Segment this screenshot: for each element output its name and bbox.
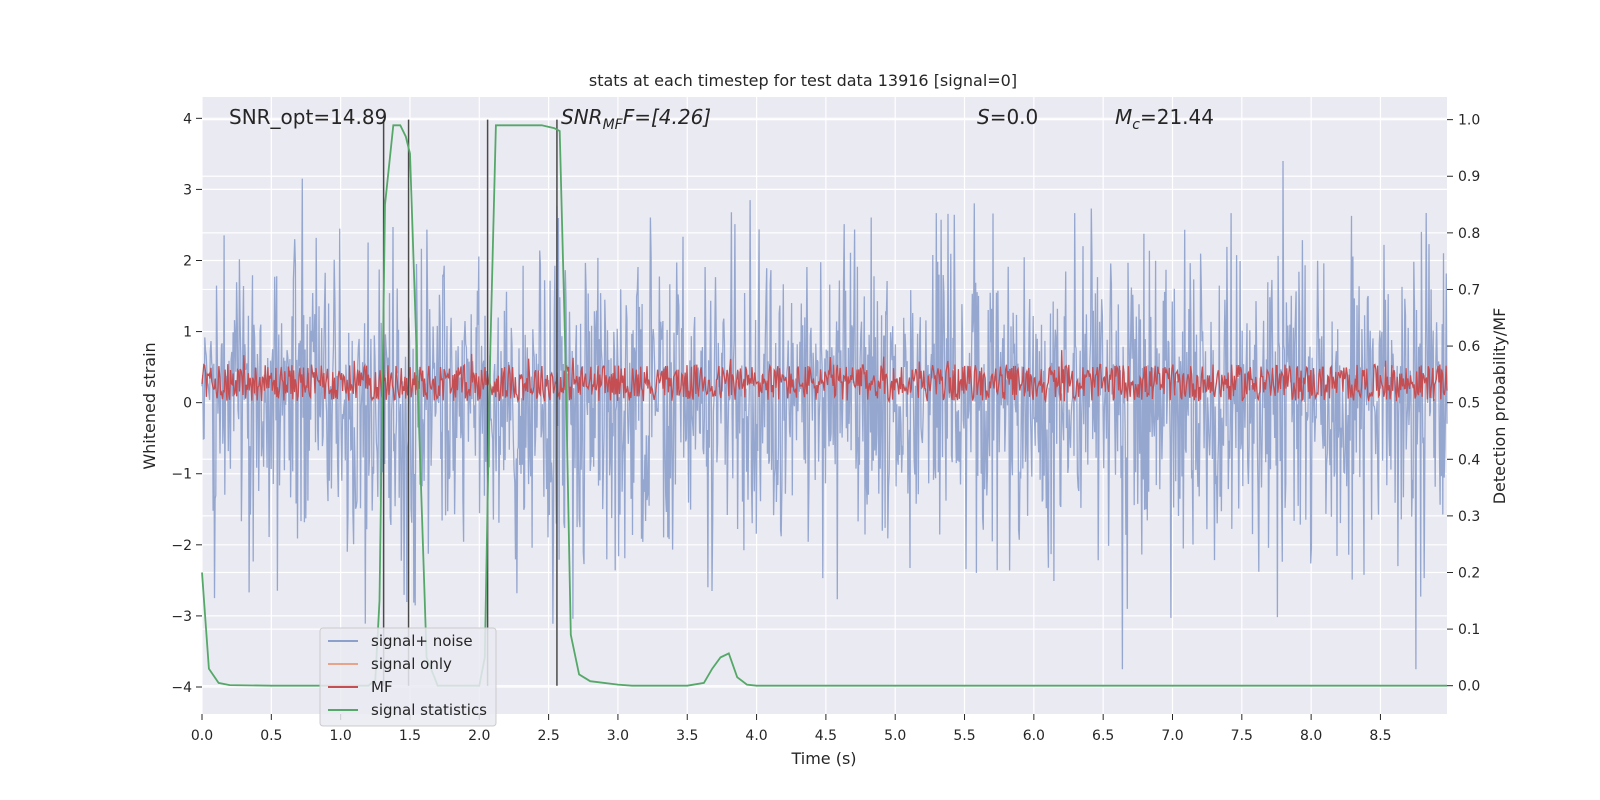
y2-tick-label: 0.8 xyxy=(1458,226,1480,242)
y2-tick-label: 0.6 xyxy=(1458,339,1480,355)
snr-mf-tail: F=[4.26] xyxy=(623,105,711,129)
signal-noise-line xyxy=(201,160,1448,670)
x-tick-label: 8.5 xyxy=(1369,728,1391,744)
x-tick-label: 2.0 xyxy=(468,728,490,744)
legend-label-signal-noise: signal+ noise xyxy=(371,632,473,650)
y-tick-label: 1 xyxy=(183,325,192,341)
x-tick-label: 3.5 xyxy=(676,728,698,744)
y2-tick-label: 0.2 xyxy=(1458,565,1480,581)
x-tick-label: 8.0 xyxy=(1300,728,1322,744)
y2-tick-label: 0.0 xyxy=(1458,679,1480,695)
mc-annotation: Mc=21.44 xyxy=(1115,105,1214,133)
x-tick-label: 4.5 xyxy=(815,728,837,744)
legend-box xyxy=(319,627,497,727)
y-tick-label: −3 xyxy=(171,609,192,625)
y2-tick-label: 0.9 xyxy=(1458,169,1480,185)
y2-tick-label: 0.3 xyxy=(1458,509,1480,525)
snr-mf-sub: MF xyxy=(603,117,624,133)
y2-tick-label: 1.0 xyxy=(1458,113,1480,129)
y-tick-label: 2 xyxy=(183,253,192,269)
y2-tick-label: 0.7 xyxy=(1458,282,1480,298)
y-tick-label: −1 xyxy=(171,467,192,483)
x-tick-label: 0.5 xyxy=(260,728,282,744)
y-tick-label: −2 xyxy=(171,538,192,554)
chart-title: stats at each timestep for test data 139… xyxy=(589,71,1017,90)
legend-label-signal-statistics: signal statistics xyxy=(371,701,487,719)
x-tick-label: 7.5 xyxy=(1231,728,1253,744)
x-tick-label: 0.0 xyxy=(191,728,213,744)
y2-tick-label: 0.4 xyxy=(1458,452,1480,468)
x-tick-label: 5.0 xyxy=(884,728,906,744)
y2-tick-label: 0.5 xyxy=(1458,396,1480,412)
snr-mf-base: SNR xyxy=(561,105,603,129)
mc-base: M xyxy=(1115,105,1132,129)
snr-opt-annotation: SNR_opt=14.89 xyxy=(229,105,387,129)
snr-mf-annotation: SNRMFF=[4.26] xyxy=(561,105,711,133)
mc-value: =21.44 xyxy=(1140,105,1214,129)
x-tick-label: 3.0 xyxy=(607,728,629,744)
x-tick-label: 4.0 xyxy=(745,728,767,744)
x-tick-label: 6.5 xyxy=(1092,728,1114,744)
x-tick-label: 7.0 xyxy=(1161,728,1183,744)
signal-noise-series xyxy=(201,160,1448,670)
mf-line xyxy=(201,350,1448,404)
y-tick-label: 0 xyxy=(183,396,192,412)
s-value: =0.0 xyxy=(990,105,1039,129)
y-tick-label: 3 xyxy=(183,182,192,198)
y-axis-label: Whitened strain xyxy=(140,342,159,469)
x-tick-label: 1.0 xyxy=(330,728,352,744)
y-tick-label: 4 xyxy=(183,111,192,127)
legend: signal+ noise signal only MF signal stat… xyxy=(319,627,497,727)
x-axis-label: Time (s) xyxy=(790,749,856,768)
x-tick-label: 1.5 xyxy=(399,728,421,744)
s-annotation: S=0.0 xyxy=(977,105,1038,129)
x-tick-label: 5.5 xyxy=(953,728,975,744)
y-tick-label: −4 xyxy=(171,680,192,696)
x-axis-ticks: 0.0 0.5 1.0 1.5 2.0 2.5 3.0 3.5 4.0 4.5 5.0 5.5 6.0 6… xyxy=(191,714,1392,744)
mf-series xyxy=(201,350,1448,404)
y2-axis-label: Detection probability/MF xyxy=(1490,308,1509,505)
y2-tick-label: 0.1 xyxy=(1458,622,1480,638)
marker-lines xyxy=(382,119,558,686)
x-tick-label: 2.5 xyxy=(537,728,559,744)
left-axis-ticks: −4 −3 −2 −1 0 1 2 3 4 xyxy=(171,111,202,696)
legend-label-signal-only: signal only xyxy=(371,655,452,673)
x-tick-label: 6.0 xyxy=(1023,728,1045,744)
legend-label-mf: MF xyxy=(371,678,393,696)
s-label: S xyxy=(977,105,990,129)
right-axis-ticks: 0.0 0.1 0.2 0.3 0.4 0.5 0.6 0.7 0.8 0.9 1.0 xyxy=(1447,113,1480,695)
mc-sub: c xyxy=(1132,117,1140,133)
